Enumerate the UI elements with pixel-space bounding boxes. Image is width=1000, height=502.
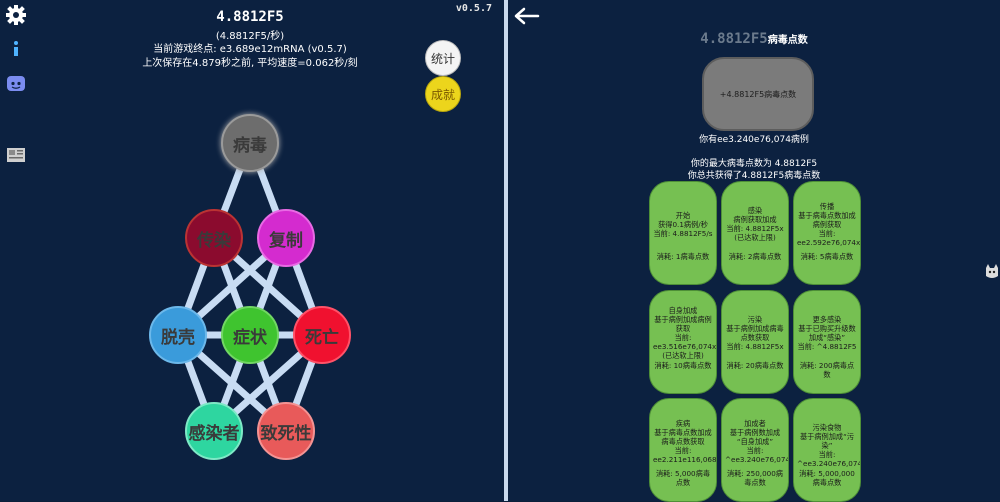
discord-icon[interactable] (5, 73, 27, 95)
upgrade-description: ^ee3.240e76,074 (725, 454, 789, 464)
upgrade-description: ee2.592e76,074x (797, 237, 861, 247)
node-replicate[interactable]: 复制 (257, 209, 315, 267)
upgrade-description: 基于病毒点数加成 (654, 427, 712, 437)
upgrade-card[interactable]: 加成者 基于病例数加成 “自身加成” 当前: ^ee3.240e76,074 消耗: 25… (721, 398, 789, 502)
node-infected[interactable]: 感染者 (185, 402, 243, 460)
tree-connections (174, 139, 326, 435)
upgrade-title: 自身加成 (668, 306, 698, 315)
upgrade-description: ee3.516e76,074x (653, 342, 717, 351)
cat-icon[interactable] (984, 262, 1000, 284)
upgrade-card[interactable]: 自身加成 基于病例加成病例 获取 当前: ee3.516e76,074x (已达软上限) 消… (649, 290, 717, 394)
upgrade-title: 传播 (819, 201, 835, 211)
upgrade-description: 当前: 4.8812F5x (726, 342, 784, 351)
node-spread[interactable]: 传染 (185, 209, 243, 267)
stats-button[interactable]: 统计 (425, 40, 461, 76)
upgrade-cost: 消耗: 5,000,000病毒点数 (799, 469, 855, 487)
upgrade-card[interactable]: 疾病 基于病毒点数加成 病毒点数获取 当前: ee2.211e116,068x 消耗: 5… (649, 398, 717, 502)
upgrade-description: 基于病例加成“污染” (799, 432, 855, 450)
upgrade-description: 当前: (674, 445, 692, 455)
news-icon[interactable] (5, 144, 27, 166)
node-virus[interactable]: 病毒 (221, 114, 279, 172)
points-rate: (4.8812F5/秒) (215, 31, 285, 42)
upgrade-description: 点数获取 (740, 333, 770, 342)
layer-header: 4.8812F5病毒点数 (508, 28, 1000, 47)
upgrade-description: 基于病例数加成 (729, 427, 781, 437)
upgrade-description: 病例获取加成 (733, 215, 777, 224)
upgrade-description: 当前: (818, 228, 836, 238)
upgrade-description: 基于病例加成病例 (654, 315, 712, 324)
achievements-button[interactable]: 成就 (425, 76, 461, 112)
endgame-text: 当前游戏终点: e3.689e12mRNA (v0.5.7) (153, 44, 347, 55)
upgrade-description: 基于病毒点数加成 (798, 210, 856, 220)
upgrade-title: 污染食物 (812, 423, 842, 432)
upgrade-title: 感染 (747, 206, 763, 215)
upgrade-card[interactable]: 污染 基于病例加成病毒 点数获取 当前: 4.8812F5x 消耗: 20病毒点数 (721, 290, 789, 394)
upgrade-cost: 消耗: 20病毒点数 (726, 361, 784, 370)
upgrade-description: (已达软上限) (734, 233, 776, 242)
upgrade-cost: 消耗: 10病毒点数 (654, 361, 712, 370)
upgrade-description: 获得0.1病例/秒 (658, 219, 708, 229)
upgrade-cost: 消耗: 1病毒点数 (656, 252, 710, 261)
upgrade-description: 病例获取 (812, 219, 842, 229)
upgrade-card[interactable]: 污染食物 基于病例加成“污染” 当前: ^ee3.240e76,074 消耗: 5,00… (793, 398, 861, 502)
info-icon[interactable] (5, 38, 27, 60)
reset-button[interactable]: +4.8812F5病毒点数 (702, 57, 814, 131)
upgrade-description: 加成“感染” (808, 333, 846, 342)
panel-divider[interactable] (504, 0, 508, 501)
upgrade-cost: 消耗: 2病毒点数 (728, 252, 782, 261)
upgrade-description: 当前: (674, 333, 692, 342)
version-label: v0.5.7 (455, 3, 492, 14)
upgrade-description: 获取 (675, 324, 691, 333)
total-points-text: 你总共获得了4.8812F5病毒点数 (687, 171, 821, 181)
upgrade-description: 当前: (818, 450, 836, 459)
upgrade-cost: 消耗: 250,000病毒点数 (727, 469, 783, 487)
node-symptom[interactable]: 症状 (221, 306, 279, 364)
cases-text: 你有ee3.240e76,074病例 (699, 135, 809, 145)
upgrade-description: ee2.211e116,068x (653, 454, 717, 464)
layer-points: 4.8812F5 (700, 31, 768, 47)
upgrade-description: 病毒点数获取 (661, 436, 705, 446)
upgrade-card[interactable]: 更多感染 基于已购买升级数 加成“感染” 当前: ^4.8812F5 消耗: 200病毒… (793, 290, 861, 394)
virus-layer-panel: 4.8812F5病毒点数 +4.8812F5病毒点数 你有ee3.240e76,… (508, 0, 1000, 502)
upgrade-title: 疾病 (675, 418, 691, 428)
upgrade-cost: 消耗: 200病毒点数 (799, 361, 855, 379)
upgrade-description: 当前: 4.8812F5/s (653, 228, 713, 238)
upgrade-title: 更多感染 (812, 315, 842, 324)
upgrade-description: 当前: 4.8812F5x (726, 224, 784, 233)
upgrade-description: ^ee3.240e76,074 (797, 459, 861, 468)
arrow-left-icon[interactable] (514, 6, 540, 26)
upgrade-description: “自身加成” (736, 436, 774, 446)
upgrade-description: (已达软上限) (662, 351, 704, 360)
gear-icon[interactable] (5, 4, 27, 26)
upgrade-description: 当前: (746, 445, 764, 455)
upgrade-title: 开始 (675, 210, 691, 220)
upgrade-card[interactable]: 传播 基于病毒点数加成 病例获取 当前: ee2.592e76,074x 消耗: 5病毒点… (793, 181, 861, 285)
last-save-text: 上次保存在4.879秒之前, 平均速度=0.062秒/刻 (142, 58, 358, 69)
max-points-text: 你的最大病毒点数为 4.8812F5 (690, 159, 818, 169)
upgrade-card[interactable]: 开始 获得0.1病例/秒 当前: 4.8812F5/s 消耗: 1病毒点数 (649, 181, 717, 285)
tree-panel: v0.5.7 4.8812F5 (4.8812F5/秒) 当前游戏终点: e3.… (5, 3, 492, 460)
node-death[interactable]: 死亡 (293, 306, 351, 364)
upgrade-description: 基于病例加成病毒 (726, 324, 784, 333)
upgrade-description: 当前: ^4.8812F5 (797, 342, 857, 351)
upgrade-description: 基于已购买升级数 (798, 324, 856, 333)
upgrade-cost: 消耗: 5,000病毒点数 (655, 469, 711, 487)
upgrade-card[interactable]: 感染 病例获取加成 当前: 4.8812F5x (已达软上限) 消耗: 2病毒点数 (721, 181, 789, 285)
upgrade-cost: 消耗: 5病毒点数 (800, 252, 854, 261)
upgrade-title: 加成者 (744, 418, 766, 428)
points-display: 4.8812F5 (216, 9, 284, 25)
layer-unit: 病毒点数 (767, 35, 808, 46)
node-shell[interactable]: 脱壳 (149, 306, 207, 364)
node-lethality[interactable]: 致死性 (257, 402, 315, 460)
upgrade-title: 污染 (747, 315, 763, 324)
